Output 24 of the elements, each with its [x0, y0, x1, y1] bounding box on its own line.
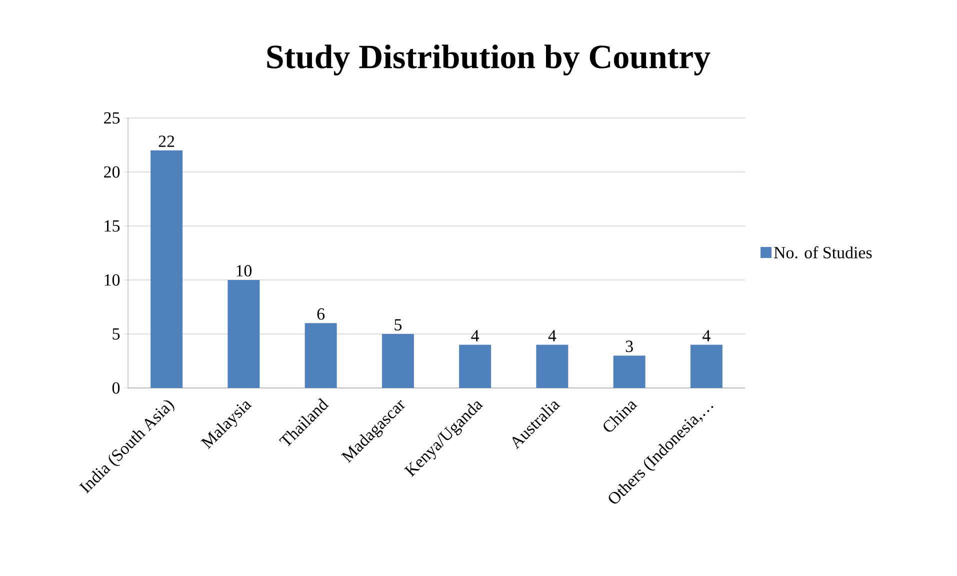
data-label: 10: [236, 265, 252, 276]
y-tick-label: 25: [104, 112, 120, 124]
y-tick-label: 10: [104, 274, 120, 286]
data-label: 6: [317, 308, 325, 320]
bar: [228, 280, 260, 388]
y-tick-label: 0: [112, 382, 120, 394]
bar: [459, 344, 492, 388]
data-label: 4: [702, 330, 710, 342]
bar: [690, 344, 722, 388]
bar: [304, 323, 337, 388]
data-label: 4: [548, 330, 556, 342]
data-label: 4: [471, 330, 480, 342]
data-label: 3: [626, 340, 633, 352]
data-label: 5: [394, 319, 402, 330]
bar: [613, 356, 646, 388]
bar: [382, 334, 414, 388]
bar: [536, 344, 568, 388]
bar: [150, 150, 183, 388]
legend-label: No. of Studies: [774, 246, 872, 258]
y-tick-label: 5: [112, 328, 120, 340]
y-tick-label: 20: [104, 166, 120, 178]
y-tick-label: 15: [104, 220, 120, 232]
chart-title: Study Distribution by Country: [267, 44, 710, 76]
data-label: 22: [158, 136, 174, 147]
